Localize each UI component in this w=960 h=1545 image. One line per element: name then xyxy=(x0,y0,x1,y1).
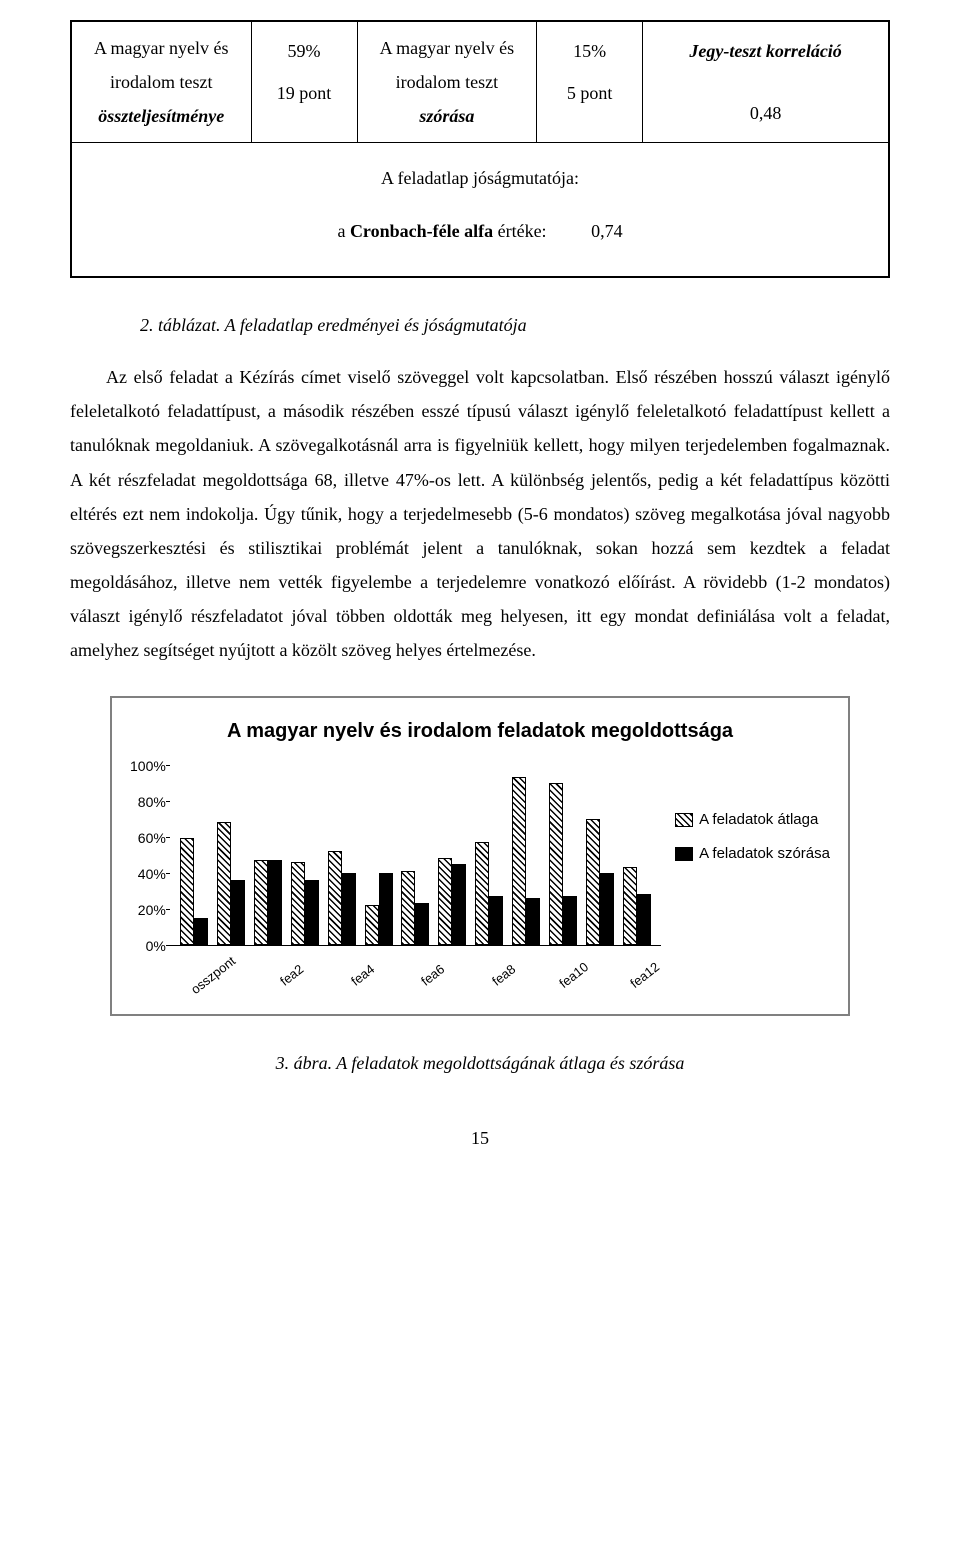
bar-series-b xyxy=(415,903,429,944)
summary-table: A magyar nyelv és irodalom teszt össztel… xyxy=(70,20,890,278)
bar-series-b xyxy=(268,860,282,945)
bar-series-b xyxy=(379,873,393,945)
bar-series-a xyxy=(291,862,305,945)
col4-top: 15% xyxy=(547,30,632,72)
bar-group xyxy=(621,867,652,944)
bar-group xyxy=(289,862,320,945)
table-caption: 2. táblázat. A feladatlap eredményei és … xyxy=(140,308,890,342)
plot: 100%80%60%40%20%0% xyxy=(130,766,661,946)
chart-area: 100%80%60%40%20%0% osszpontfea2fea4fea6f… xyxy=(130,766,830,991)
legend-label: A feladatok átlaga xyxy=(699,806,818,835)
summary-table-top-row: A magyar nyelv és irodalom teszt össztel… xyxy=(72,22,888,143)
chart-legend: A feladatok átlaga A feladatok szórása xyxy=(675,806,830,875)
col2-top: 59% xyxy=(262,30,347,72)
plot-wrap: 100%80%60%40%20%0% osszpontfea2fea4fea6f… xyxy=(130,766,661,991)
legend-swatch xyxy=(675,847,693,861)
bar-series-b xyxy=(563,896,577,945)
bar-group xyxy=(216,822,247,944)
bar-group xyxy=(584,819,615,945)
bar-series-a xyxy=(254,860,268,945)
bar-series-b xyxy=(452,864,466,945)
cronbach-value: 0,74 xyxy=(591,221,623,241)
x-label: fea12 xyxy=(624,955,667,996)
chart-caption: 3. ábra. A feladatok megoldottságának át… xyxy=(70,1046,890,1080)
col5-val: 0,48 xyxy=(653,92,878,134)
col4-bot: 5 pont xyxy=(547,72,632,114)
col4-values: 15% 5 pont xyxy=(537,22,643,143)
legend-item: A feladatok szórása xyxy=(675,840,830,869)
bar-series-a xyxy=(586,819,600,945)
bar-series-b xyxy=(342,873,356,945)
bars-region xyxy=(170,766,661,946)
chart-container: A magyar nyelv és irodalom feladatok meg… xyxy=(110,696,850,1017)
bar-series-b xyxy=(526,898,540,945)
cronbach-label: a Cronbach-féle alfa értéke: xyxy=(337,221,546,241)
bar-group xyxy=(547,783,578,945)
legend-item: A feladatok átlaga xyxy=(675,806,830,835)
bar-group xyxy=(400,871,431,945)
bar-group xyxy=(474,842,505,945)
bar-series-a xyxy=(365,905,379,945)
bar-series-b xyxy=(231,880,245,945)
y-axis: 100%80%60%40%20%0% xyxy=(130,766,166,946)
bar-series-a xyxy=(512,777,526,944)
bar-series-a xyxy=(549,783,563,945)
bar-series-b xyxy=(637,894,651,944)
col5-label: Jegy-teszt korreláció xyxy=(653,30,878,72)
legend-swatch xyxy=(675,813,693,827)
col2-bot: 19 pont xyxy=(262,72,347,114)
bar-series-a xyxy=(217,822,231,944)
x-axis: osszpontfea2fea4fea6fea8fea10fea12 xyxy=(174,946,661,991)
bar-series-a xyxy=(438,858,452,944)
page-number: 15 xyxy=(70,1121,890,1155)
col2-values: 59% 19 pont xyxy=(252,22,358,143)
goodness-label: A feladatlap jóságmutatója: xyxy=(82,161,878,195)
legend-label: A feladatok szórása xyxy=(699,840,830,869)
cronbach-row: a Cronbach-féle alfa értéke: 0,74 xyxy=(337,214,622,248)
bar-group xyxy=(326,851,357,945)
bar-series-a xyxy=(475,842,489,945)
body-paragraph: Az első feladat a Kézírás címet viselő s… xyxy=(70,360,890,668)
col3-label: A magyar nyelv és irodalom teszt szórása xyxy=(358,22,538,143)
bar-series-b xyxy=(489,896,503,945)
bar-group xyxy=(253,860,284,945)
col1-label: A magyar nyelv és irodalom teszt össztel… xyxy=(72,22,252,143)
bar-series-a xyxy=(401,871,415,945)
bar-series-a xyxy=(328,851,342,945)
bar-series-b xyxy=(600,873,614,945)
summary-table-bottom-row: A feladatlap jóságmutatója: a Cronbach-f… xyxy=(72,143,888,275)
col5: Jegy-teszt korreláció 0,48 xyxy=(643,22,888,143)
bar-group xyxy=(437,858,468,944)
bar-group xyxy=(363,873,394,945)
bar-group xyxy=(511,777,542,944)
bar-series-b xyxy=(305,880,319,945)
chart-title: A magyar nyelv és irodalom feladatok meg… xyxy=(130,712,830,750)
bar-series-a xyxy=(180,838,194,944)
bar-series-b xyxy=(194,918,208,945)
bar-group xyxy=(179,838,210,944)
x-label: osszpont xyxy=(186,950,242,1001)
bar-series-a xyxy=(623,867,637,944)
